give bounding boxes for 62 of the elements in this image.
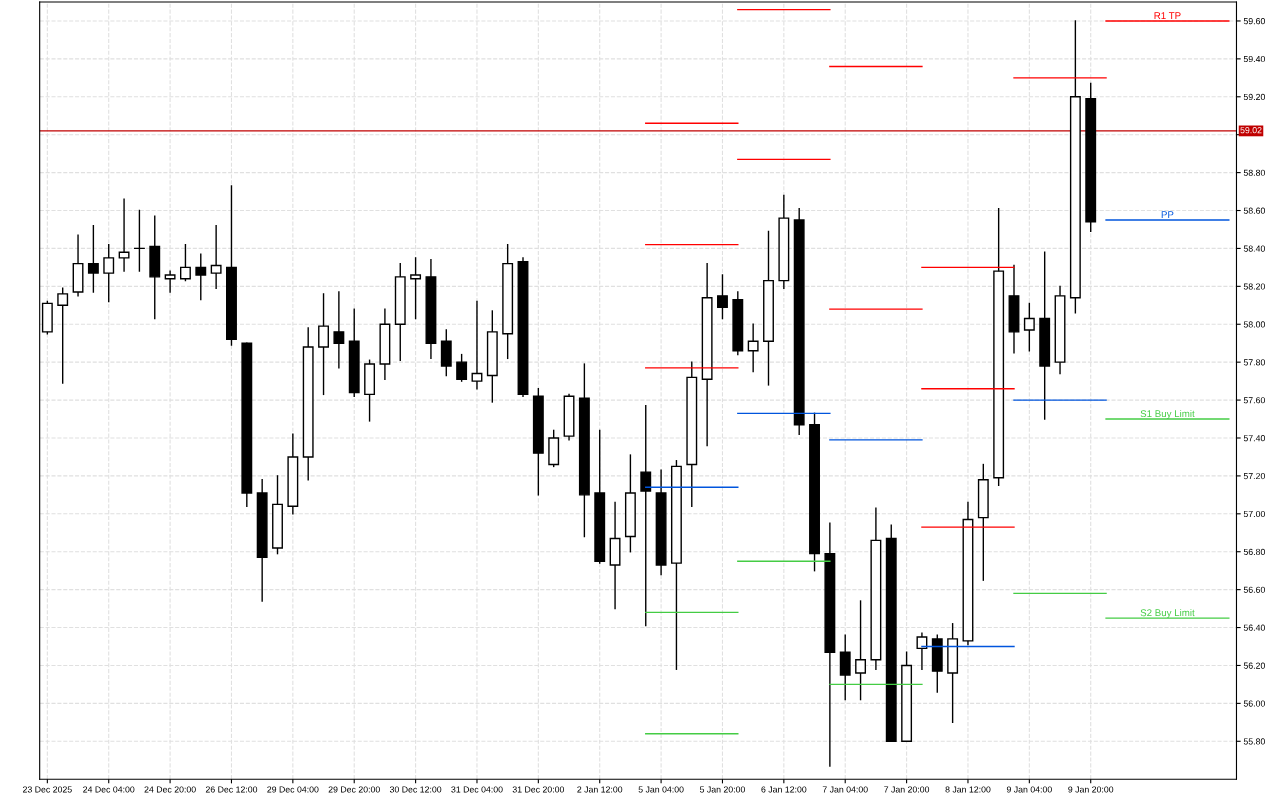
candlestick xyxy=(118,198,130,272)
y-tick-label: 57.20 xyxy=(1243,472,1265,480)
candlestick xyxy=(87,224,99,293)
candlestick xyxy=(210,224,222,289)
series-label: PP xyxy=(1161,211,1174,218)
candlestick xyxy=(195,253,207,301)
y-tick-label: 56.20 xyxy=(1243,662,1265,669)
x-tick-label: 7 Jan 04:00 xyxy=(822,786,868,793)
candlestick xyxy=(410,257,422,320)
y-tick-label: 58.40 xyxy=(1243,245,1265,252)
candlestick xyxy=(839,634,851,701)
x-tick-label: 8 Jan 12:00 xyxy=(945,786,991,793)
x-tick-label: 31 Dec 20:00 xyxy=(512,786,565,793)
y-tick-label: 59.40 xyxy=(1243,55,1265,63)
candlestick xyxy=(747,323,759,373)
x-tick-label: 24 Dec 04:00 xyxy=(83,786,135,793)
candlestick xyxy=(179,243,191,282)
candlestick xyxy=(471,300,483,390)
y-tick-label: 56.80 xyxy=(1243,548,1265,555)
candlestick xyxy=(916,632,928,670)
x-tick-label: 2 Jan 12:00 xyxy=(577,786,623,793)
x-tick-label: 23 Dec 2025 xyxy=(22,786,72,793)
candlestick xyxy=(103,243,115,303)
x-tick-label: 5 Jan 04:00 xyxy=(638,786,684,793)
y-tick-label: 57.60 xyxy=(1243,397,1265,404)
series-label: S2 Buy Limit xyxy=(1140,609,1195,619)
y-tick-label: 55.80 xyxy=(1243,738,1265,745)
x-tick-label: 31 Dec 04:00 xyxy=(451,786,503,793)
y-tick-label: 58.60 xyxy=(1243,207,1265,214)
y-tick-label: 57.80 xyxy=(1243,359,1265,366)
x-tick-label: 26 Dec 12:00 xyxy=(205,786,258,793)
x-tick-label: 30 Dec 12:00 xyxy=(389,786,442,793)
x-tick-label: 29 Dec 20:00 xyxy=(328,786,380,793)
x-tick-label: 9 Jan 04:00 xyxy=(1006,786,1052,793)
x-tick-label: 24 Dec 20:00 xyxy=(144,786,196,793)
y-tick-label: 57.40 xyxy=(1243,435,1265,442)
candlestick xyxy=(1023,302,1035,352)
x-tick-label: 9 Jan 20:00 xyxy=(1068,786,1114,793)
y-tick-label: 56.00 xyxy=(1243,700,1265,707)
y-tick-label: 56.60 xyxy=(1243,586,1265,593)
candlestick xyxy=(164,270,176,293)
y-tick-label: 58.80 xyxy=(1243,169,1265,176)
candlestick xyxy=(456,353,468,382)
x-tick-label: 6 Jan 12:00 xyxy=(761,786,807,793)
candlestick xyxy=(717,274,728,320)
y-tick-label: 58.00 xyxy=(1243,321,1265,328)
x-tick-label: 29 Dec 04:00 xyxy=(267,786,319,793)
candlestick xyxy=(333,291,345,369)
series-label: S1 Buy Limit xyxy=(1140,409,1195,420)
x-tick-label: 5 Jan 20:00 xyxy=(699,786,745,793)
y-tick-label: 58.20 xyxy=(1243,283,1265,290)
x-tick-label: 7 Jan 20:00 xyxy=(884,786,930,793)
series-label: R1 TP xyxy=(1154,12,1181,19)
y-tick-label: 57.00 xyxy=(1243,510,1265,518)
candlestick xyxy=(57,287,69,384)
y-tick-label: 59.20 xyxy=(1243,93,1265,101)
candlestick xyxy=(855,600,867,701)
candlestick xyxy=(640,405,652,627)
ref-line-label: 59.02 xyxy=(1240,127,1262,134)
y-tick-label: 59.60 xyxy=(1243,18,1265,25)
y-tick-label: 56.40 xyxy=(1243,624,1265,631)
candlestick xyxy=(318,293,329,396)
